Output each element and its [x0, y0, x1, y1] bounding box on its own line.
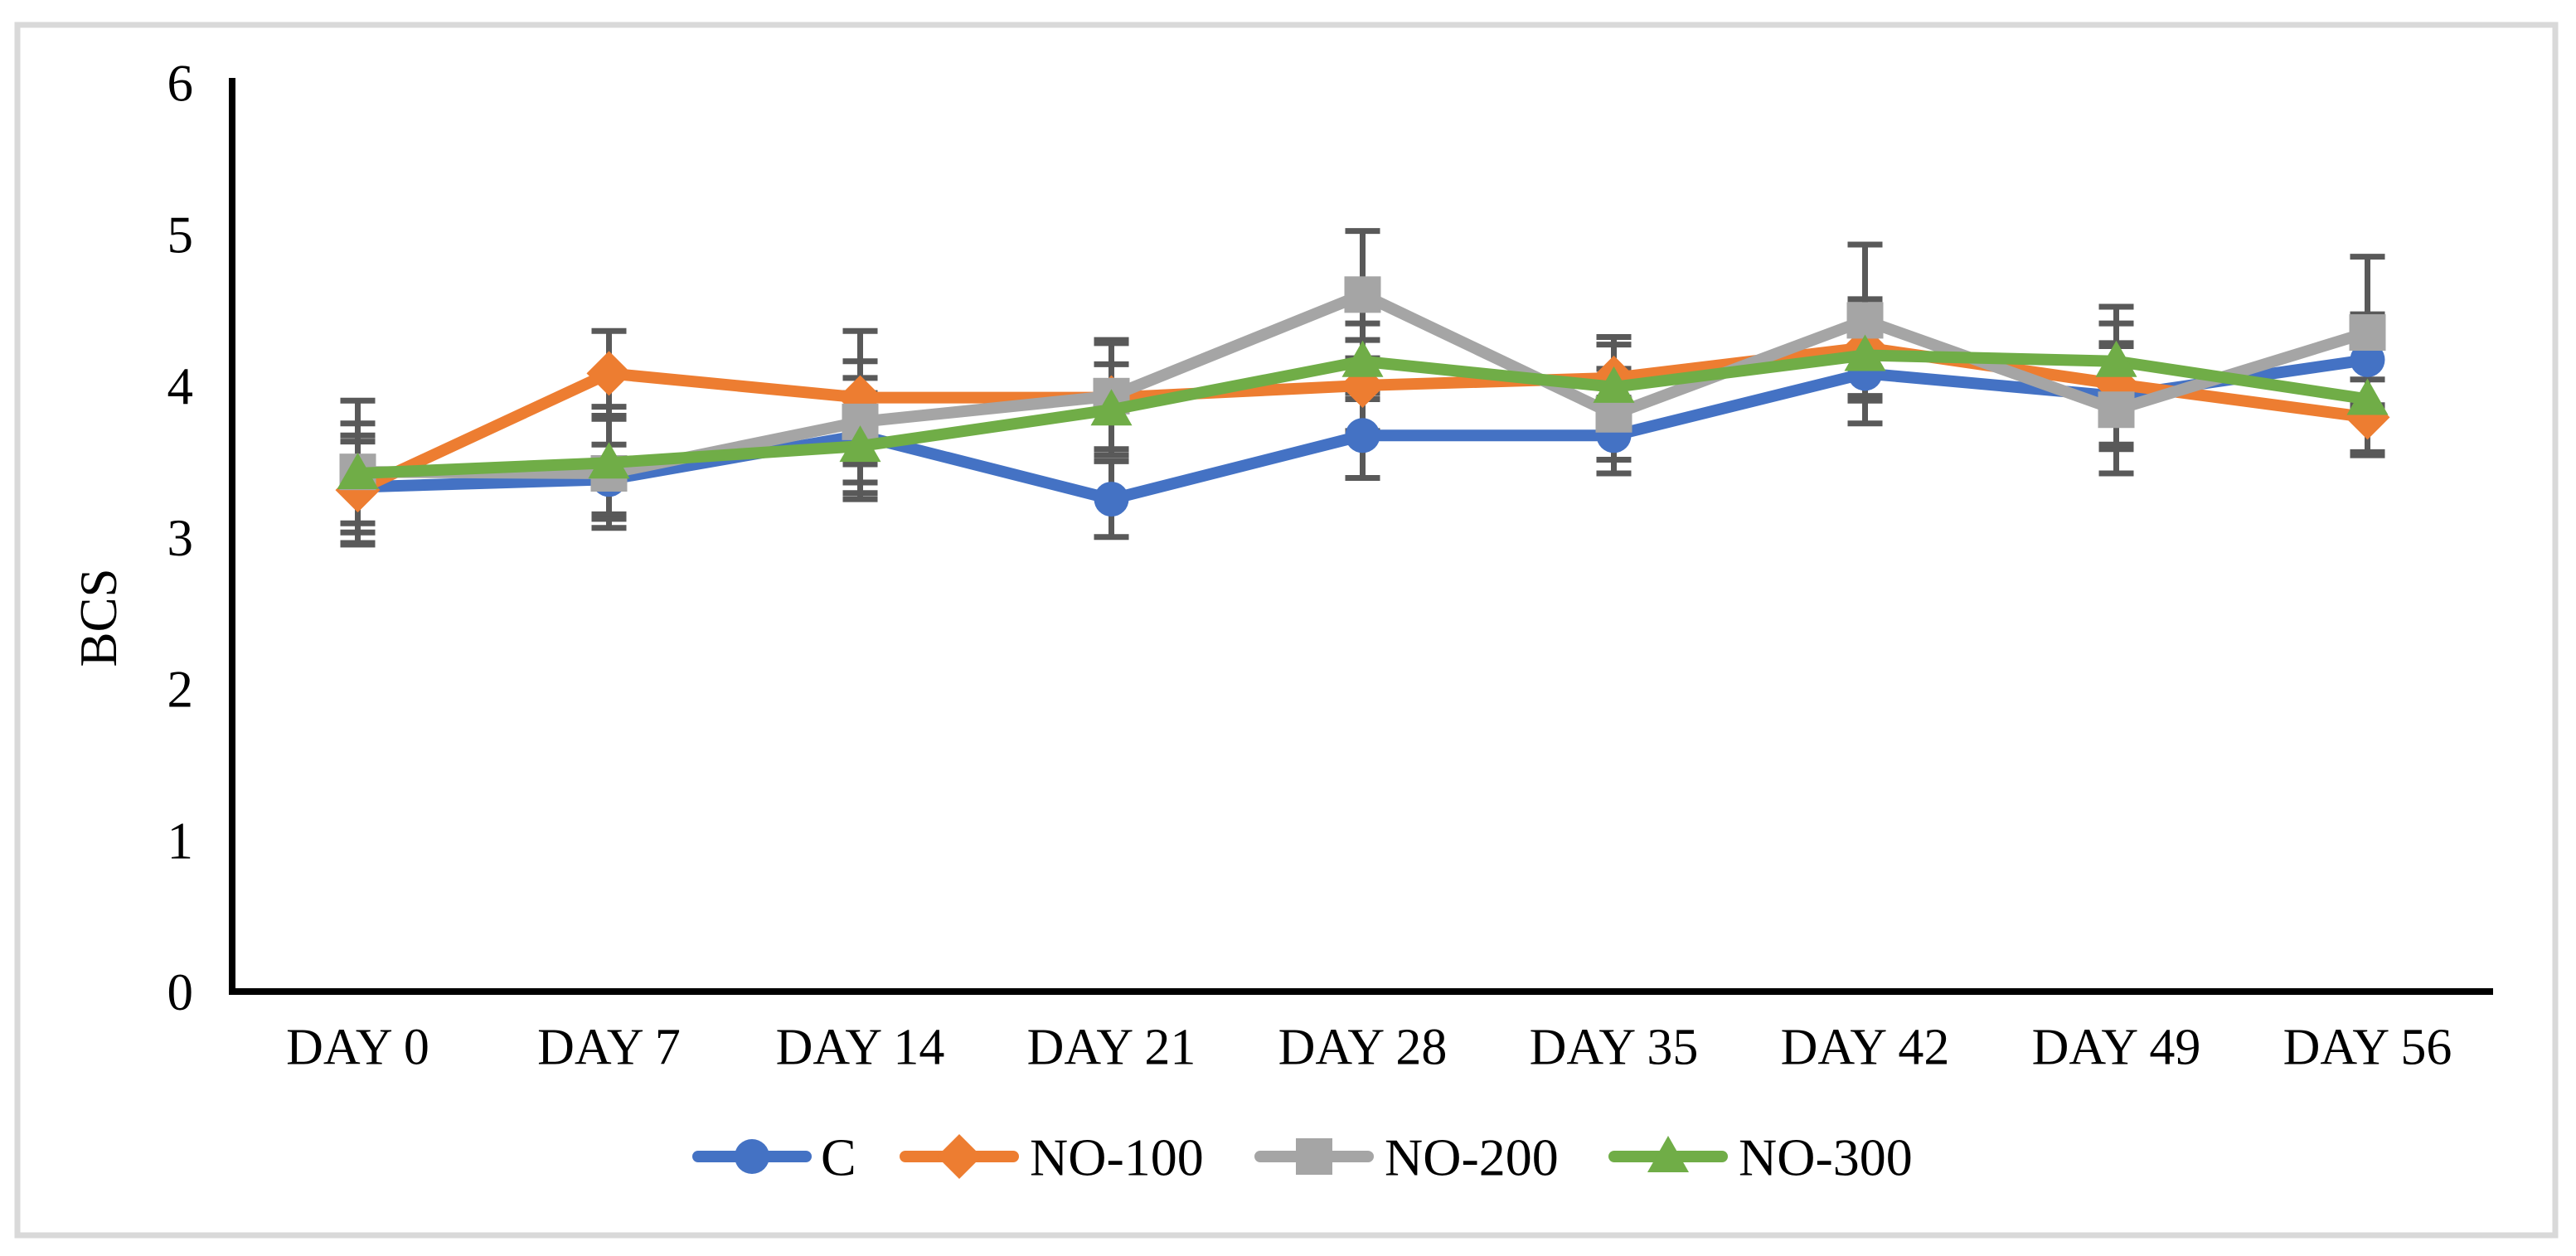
- data-point-marker-NO-200: [1846, 302, 1884, 339]
- y-axis-title: BCS: [70, 568, 128, 667]
- y-tick-label-4: 4: [167, 357, 194, 415]
- data-point-marker-NO-300: [337, 452, 379, 489]
- x-category-label-4: DAY 28: [1278, 1020, 1448, 1076]
- y-tick-label-3: 3: [167, 509, 194, 567]
- x-category-label-5: DAY 35: [1530, 1020, 1699, 1076]
- legend-item-NO-200: NO-200: [1254, 1127, 1559, 1186]
- legend-item-NO-300: NO-300: [1608, 1127, 1913, 1186]
- series-NO-300: [337, 334, 2389, 489]
- data-point-marker-NO-300: [2095, 340, 2137, 377]
- x-category-label-3: DAY 21: [1027, 1020, 1196, 1076]
- data-point-marker-NO-300: [1844, 334, 1886, 371]
- axes: [229, 78, 2493, 995]
- x-category-label-2: DAY 14: [776, 1020, 945, 1076]
- data-point-marker-C: [1345, 418, 1380, 453]
- legend-item-NO-100: NO-100: [900, 1127, 1204, 1186]
- data-point-marker-NO-300: [1593, 366, 1635, 403]
- series-layer: [335, 276, 2390, 517]
- legend-marker-diamond-icon: [937, 1134, 982, 1179]
- data-point-marker-C: [1094, 482, 1129, 517]
- data-point-marker-NO-200: [2098, 391, 2135, 429]
- x-category-label-6: DAY 42: [1781, 1020, 1950, 1076]
- data-point-marker-NO-300: [2346, 378, 2389, 415]
- legend-label: C: [821, 1127, 856, 1186]
- data-point-marker-NO-100: [586, 351, 632, 396]
- data-point-marker-NO-300: [588, 442, 630, 479]
- y-tick-label-5: 5: [167, 206, 194, 264]
- x-category-labels: DAY 0 DAY 7 DAY 14 DAY 21 DAY 28 DAY 35 DAY 42…: [286, 1020, 2452, 1076]
- data-point-marker-NO-300: [1090, 389, 1133, 426]
- figure-border: [14, 22, 2559, 1239]
- legend-item-C: C: [692, 1127, 856, 1186]
- x-category-label-7: DAY 49: [2032, 1020, 2201, 1076]
- x-category-label-0: DAY 0: [286, 1020, 429, 1076]
- data-point-marker-NO-300: [1341, 340, 1384, 377]
- legend-label: NO-200: [1385, 1127, 1559, 1186]
- legend-label: NO-300: [1739, 1127, 1913, 1186]
- data-point-marker-NO-200: [2349, 314, 2386, 352]
- y-tick-labels: 0 1 2 3 4 5 6: [167, 55, 194, 1022]
- y-tick-label-1: 1: [167, 812, 194, 870]
- x-category-label-8: DAY 56: [2283, 1020, 2452, 1076]
- data-point-marker-NO-200: [1344, 276, 1381, 313]
- legend-marker-square-icon: [1296, 1138, 1332, 1175]
- legend-marker-circle-icon: [735, 1139, 769, 1174]
- y-tick-label-2: 2: [167, 661, 194, 719]
- legend: C NO-100 NO-200 NO-300: [692, 1127, 1913, 1186]
- legend-label: NO-100: [1030, 1127, 1204, 1186]
- y-tick-label-0: 0: [167, 963, 194, 1021]
- data-point-marker-NO-300: [839, 425, 881, 463]
- data-point-marker-C: [2350, 342, 2385, 377]
- legend-marker-triangle-icon: [1647, 1136, 1689, 1172]
- x-category-label-1: DAY 7: [537, 1020, 681, 1076]
- y-tick-label-6: 6: [167, 55, 194, 113]
